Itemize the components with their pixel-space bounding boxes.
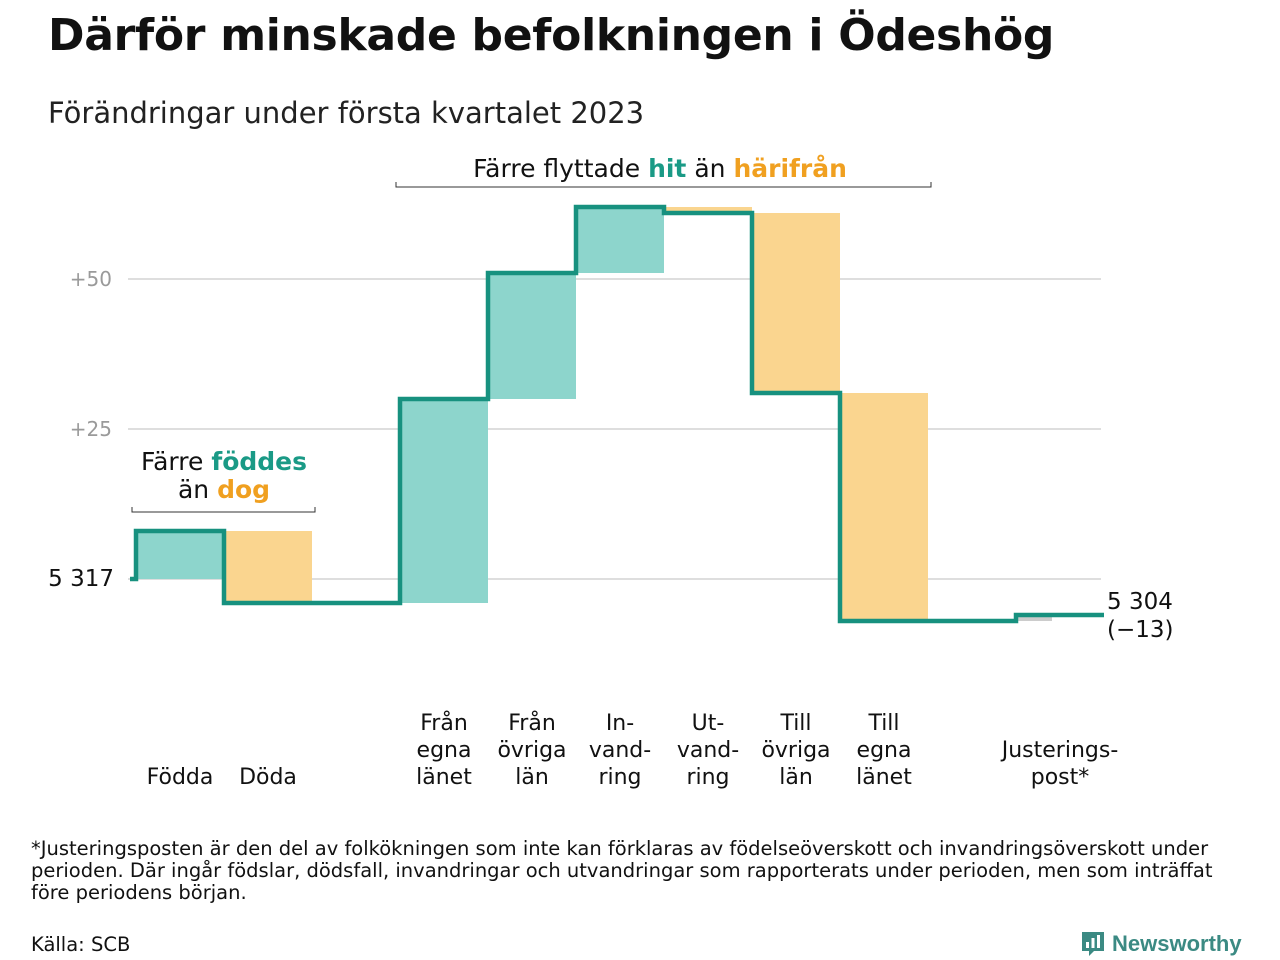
bar-6: [664, 207, 752, 213]
chart-subtitle: Förändringar under första kvartalet 2023: [48, 96, 645, 130]
category-label: Från: [420, 710, 468, 736]
bar-4: [488, 273, 576, 399]
bar-3: [400, 399, 488, 603]
bar-8: [840, 393, 928, 621]
annotation-births-line2: än dog: [178, 475, 270, 504]
annotation-births-part2: föddes: [211, 447, 307, 476]
category-label: ring: [598, 765, 641, 790]
newsworthy-logo-icon: [1082, 932, 1104, 956]
annotation-migration-part1: Färre flyttade: [473, 154, 648, 183]
annotation-births-deaths: Färre föddes än dog: [131, 447, 316, 513]
category-label: län: [515, 765, 549, 790]
category-label: Till: [779, 711, 811, 736]
step-line-layer: [130, 204, 1104, 624]
category-label: ring: [686, 765, 729, 790]
y-tick-label: +25: [70, 417, 112, 441]
category-label: egna: [417, 738, 472, 763]
annotation-migration-part3: än: [686, 154, 733, 183]
bar-7: [752, 213, 840, 393]
category-label: Justerings-: [1000, 738, 1119, 763]
annotation-migration: Färre flyttade hit än härifrån: [395, 154, 932, 188]
step-line: [130, 204, 1104, 624]
bar-10: [1016, 615, 1052, 621]
bar-5: [576, 207, 664, 273]
annotation-migration-text: Färre flyttade hit än härifrån: [473, 154, 847, 183]
start-value-label: 5 317: [48, 566, 114, 592]
brand-name: Newsworthy: [1112, 931, 1242, 956]
category-label: vand-: [589, 738, 651, 763]
annotation-migration-part4: härifrån: [733, 154, 846, 183]
change-value-label: (−13): [1107, 617, 1173, 643]
annotation-migration-part2: hit: [648, 154, 686, 183]
annotation-migration-bracket: [395, 182, 932, 188]
annotation-births-part4: dog: [217, 475, 270, 504]
category-label: övriga: [761, 738, 830, 763]
category-label: Till: [867, 711, 899, 736]
category-label: In-: [606, 711, 634, 736]
footnote: *Justeringsposten är den del av folkökni…: [31, 837, 1213, 904]
category-label: Döda: [239, 765, 297, 790]
annotation-births-bracket: [131, 507, 316, 513]
bar-0: [136, 531, 224, 579]
chart-title: Därför minskade befolkningen i Ödeshög: [48, 10, 1055, 61]
category-label: länet: [856, 765, 912, 790]
end-value-label: 5 304: [1107, 589, 1173, 615]
category-label: vand-: [677, 738, 739, 763]
category-label: post*: [1031, 765, 1090, 790]
category-label: länet: [416, 765, 472, 790]
bar-1: [224, 531, 312, 603]
category-label: övriga: [497, 738, 566, 763]
annotation-births-part1: Färre: [141, 447, 211, 476]
y-tick-label: +50: [70, 267, 112, 291]
source-label: Källa: SCB: [31, 933, 131, 956]
category-label: Födda: [147, 765, 214, 790]
annotation-births-line1: Färre föddes: [141, 447, 307, 476]
category-label: Ut-: [692, 711, 725, 736]
annotation-births-part3: än: [178, 475, 217, 504]
category-label: län: [779, 765, 813, 790]
brand-logo-group[interactable]: Newsworthy: [1080, 928, 1242, 960]
category-label: Från: [508, 710, 556, 736]
bars-layer: [136, 207, 1052, 621]
category-label: egna: [857, 738, 912, 763]
